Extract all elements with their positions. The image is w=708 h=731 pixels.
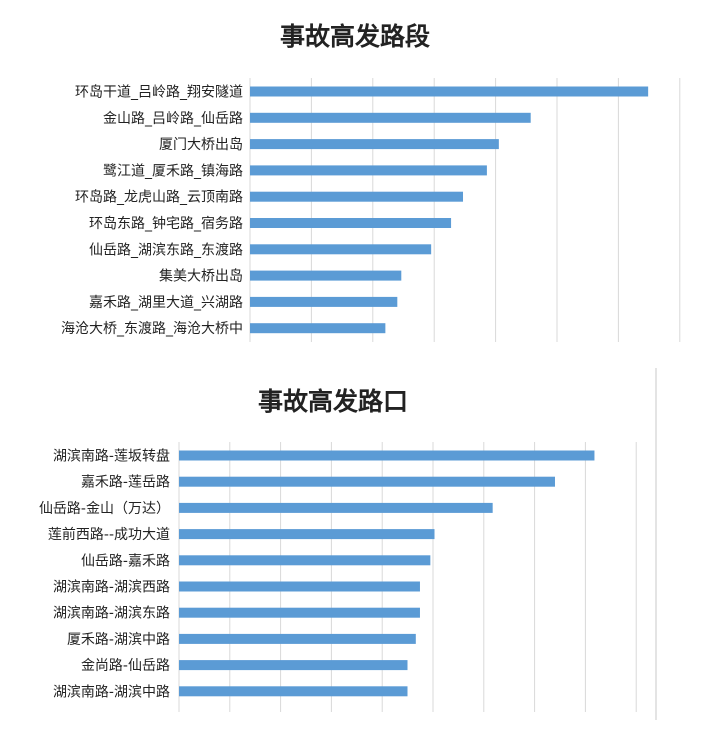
category-label: 莲前西路--成功大道: [48, 526, 170, 543]
bar: [179, 660, 408, 671]
category-label: 仙岳路-金山（万达）: [39, 501, 170, 517]
bar: [250, 191, 464, 202]
bar: [250, 139, 499, 150]
bar: [250, 323, 386, 334]
bar: [250, 218, 452, 228]
category-label: 湖滨南路-湖滨西路: [53, 580, 170, 596]
category-label: 嘉禾路-莲岳路: [81, 475, 170, 491]
category-label: 湖滨南路-莲坂转盘: [53, 448, 170, 465]
bar: [250, 112, 531, 123]
bar: [179, 607, 420, 618]
bar: [250, 86, 649, 97]
bar: [179, 686, 408, 697]
bar: [179, 581, 420, 592]
category-label: 金山路_吕岭路_仙岳路: [103, 111, 243, 127]
category-label: 集美大桥出岛: [159, 268, 243, 285]
category-label: 湖滨南路-湖滨中路: [53, 684, 170, 700]
chart-accident-road-sections: 事故高发路段 环岛干道_吕岭路_翔安隧道金山路_吕岭路_仙岳路厦门大桥出岛鹭江道…: [61, 22, 681, 342]
category-label: 湖滨南路-湖滨东路: [53, 606, 170, 622]
bar: [250, 296, 398, 307]
bar: [250, 165, 487, 176]
bar: [179, 555, 431, 566]
category-label: 厦禾路-湖滨中路: [67, 632, 170, 648]
bar: [179, 502, 493, 513]
category-label: 金尚路-仙岳路: [81, 658, 170, 674]
bar: [179, 450, 595, 461]
category-label: 仙岳路-嘉禾路: [81, 553, 170, 569]
category-label: 厦门大桥出岛: [159, 137, 243, 153]
bar: [179, 476, 555, 487]
category-label: 环岛东路_钟宅路_宿务路: [89, 215, 243, 232]
category-label: 鹭江道_厦禾路_镇海路: [103, 163, 243, 179]
chart-title: 事故高发路段: [280, 22, 430, 51]
bar: [250, 244, 432, 255]
bar: [250, 270, 402, 281]
category-label: 仙岳路_湖滨东路_东渡路: [89, 242, 243, 258]
bar: [179, 529, 435, 540]
category-label: 嘉禾路_湖里大道_兴湖路: [89, 295, 243, 311]
chart-title: 事故高发路口: [258, 387, 408, 416]
bar: [179, 633, 416, 644]
category-label: 环岛干道_吕岭路_翔安隧道: [75, 85, 243, 101]
category-label: 环岛路_龙虎山路_云顶南路: [75, 190, 243, 206]
category-label: 海沧大桥_东渡路_海沧大桥中: [61, 320, 243, 337]
